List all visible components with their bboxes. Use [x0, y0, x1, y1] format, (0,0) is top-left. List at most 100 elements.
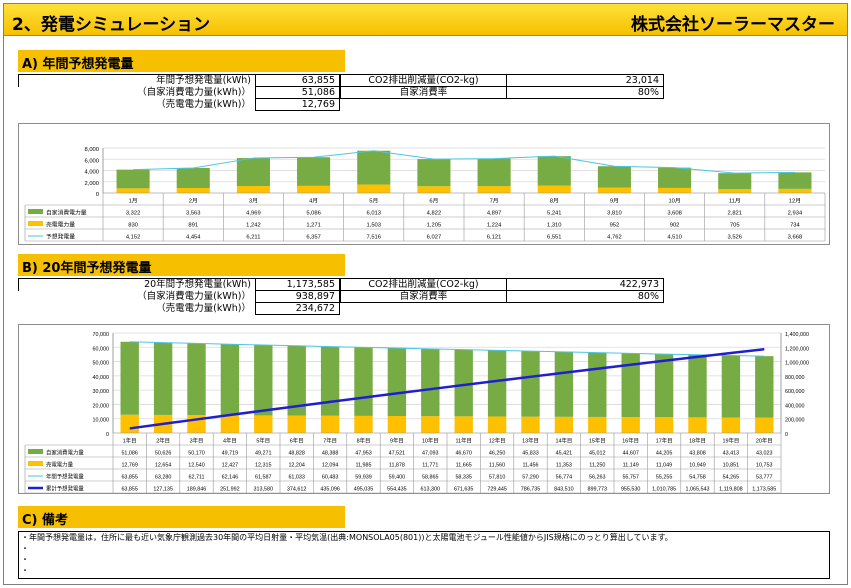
- data-label: 53,777: [756, 475, 773, 481]
- data-label: 11,456: [522, 463, 538, 469]
- data-label: 11,665: [456, 463, 472, 469]
- category-label: 18年目: [689, 437, 706, 445]
- data-label: 3,322: [126, 211, 141, 217]
- y2-tick-label: 400,000: [785, 403, 805, 409]
- section-b-table: 20年間予想発電量(kWh) 1,173,585 （自家消費電力量(kWh)） 93…: [18, 278, 340, 315]
- data-label: 11,878: [389, 463, 405, 469]
- note-line: ・: [21, 544, 29, 553]
- data-label: 127,135: [153, 487, 173, 493]
- bar-self-consumption: [387, 348, 407, 417]
- category-label: 4月: [309, 198, 318, 205]
- table-row: （売電電力量(kWh)） 12,769: [19, 98, 340, 111]
- bar-self-consumption: [755, 356, 774, 418]
- kv-value: 51,086: [255, 86, 340, 99]
- category-label: 1月: [129, 198, 138, 205]
- data-label: 50,170: [188, 451, 205, 457]
- data-label: 10,851: [723, 463, 740, 469]
- category-label: 2年目: [156, 437, 170, 445]
- data-label: 251,992: [220, 487, 240, 493]
- data-label: 729,445: [487, 487, 507, 493]
- kv-label: 自家消費率: [340, 290, 507, 303]
- data-label: 4,969: [246, 211, 261, 217]
- kv-label: （売電電力量(kWh)）: [156, 98, 251, 110]
- bar-sell: [254, 415, 273, 433]
- y2-tick-label: 1,400,000: [785, 332, 809, 338]
- data-label: 313,580: [254, 487, 274, 493]
- data-label: 55,255: [656, 475, 673, 481]
- bar-sell: [658, 187, 692, 193]
- section-c-label: C) 備考: [18, 506, 345, 528]
- bar-self-consumption: [176, 167, 210, 188]
- bar-self-consumption: [417, 159, 451, 187]
- data-label: 63,855: [121, 487, 138, 493]
- y2-tick-label: 1,000,000: [785, 361, 809, 367]
- data-label: 49,719: [222, 451, 239, 457]
- y-tick-label: 60,000: [93, 346, 110, 352]
- data-label: 48,388: [322, 451, 339, 457]
- bar-self-consumption: [236, 158, 270, 187]
- page-frame: [3, 3, 848, 585]
- company-name: 株式会社ソーラーマスター: [631, 15, 835, 35]
- data-label: 47,521: [389, 451, 406, 457]
- legend-label: 売電電力量: [46, 461, 74, 469]
- table-row: （自家消費電力量(kWh)） 51,086: [19, 86, 340, 99]
- category-label: 9年目: [390, 437, 404, 445]
- data-label: 3,526: [727, 235, 742, 241]
- data-label: 734: [790, 223, 800, 229]
- bar-sell: [320, 415, 340, 433]
- note-line: ・: [21, 555, 29, 564]
- kv-value: 1,173,585: [255, 278, 340, 291]
- bar-self-consumption: [153, 342, 173, 415]
- category-label: 6月: [429, 198, 438, 205]
- y-tick-label: 8,000: [84, 147, 99, 153]
- data-label: 10,753: [756, 463, 773, 469]
- data-label: 45,421: [556, 451, 573, 457]
- y-tick-label: 50,000: [93, 361, 110, 367]
- category-label: 2月: [189, 198, 198, 205]
- table-row: （自家消費電力量(kWh)） 938,897: [19, 290, 340, 303]
- data-label: 11,771: [422, 463, 438, 469]
- line-total: [133, 150, 795, 174]
- kv-label: 20年間予想発電量(kWh): [18, 278, 256, 291]
- bar-self-consumption: [254, 345, 273, 416]
- legend-key: [28, 449, 43, 454]
- table-row: 20年間予想発電量(kWh) 1,173,585: [18, 278, 340, 291]
- data-label: 12,769: [121, 463, 138, 469]
- legend-key: [28, 461, 43, 466]
- data-label: 1,205: [427, 223, 442, 229]
- category-label: 6年目: [290, 437, 304, 445]
- y-tick-label: 10,000: [93, 418, 110, 424]
- bar-self-consumption: [521, 351, 540, 417]
- header-bar: 2、発電シミュレーション 株式会社ソーラーマスター: [4, 4, 847, 36]
- y2-tick-label: 600,000: [785, 389, 805, 395]
- kv-value: 938,897: [255, 290, 340, 303]
- category-label: 5月: [369, 198, 378, 205]
- data-label: 54,265: [723, 475, 740, 481]
- category-label: 1年目: [123, 437, 137, 445]
- data-label: 2,934: [788, 211, 803, 217]
- bar-self-consumption: [718, 173, 752, 190]
- data-label: 4,454: [186, 235, 201, 241]
- y-tick-label: 20,000: [93, 403, 110, 409]
- legend-label: 年間予想発電量: [46, 473, 84, 481]
- bar-self-consumption: [287, 345, 306, 416]
- legend-key: [28, 209, 43, 214]
- data-label: 11,250: [589, 463, 605, 469]
- data-label: 955,530: [621, 487, 641, 493]
- bar-self-consumption: [588, 352, 607, 417]
- category-label: 3年目: [190, 437, 204, 445]
- legend-label: 自家消費電力量: [46, 209, 87, 217]
- bar-sell: [387, 416, 407, 433]
- bar-sell: [354, 415, 373, 433]
- kv-value: 234,672: [255, 302, 340, 315]
- data-label: 3,668: [788, 235, 803, 241]
- kv-value: 23,014: [506, 74, 664, 87]
- bar-sell: [597, 187, 631, 193]
- bar-sell: [588, 416, 607, 433]
- data-label: 4,510: [667, 235, 682, 241]
- bar-self-consumption: [187, 343, 206, 416]
- data-label: 1,173,585: [752, 487, 776, 493]
- data-label: 46,670: [455, 451, 472, 457]
- legend-key: [28, 221, 43, 226]
- section-a-table: 年間予想発電量(kWh) 63,855 （自家消費電力量(kWh)） 51,086 …: [18, 74, 340, 111]
